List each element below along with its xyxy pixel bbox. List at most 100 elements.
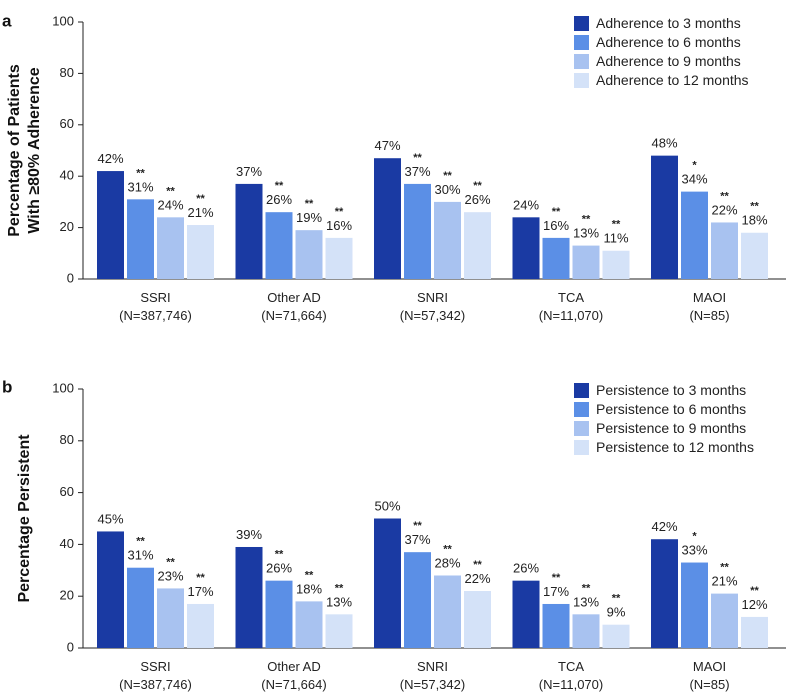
significance-marker: *	[692, 531, 697, 543]
bar-value-label: 37%	[404, 532, 430, 547]
bar-value-label: 31%	[127, 179, 153, 194]
bar	[404, 552, 431, 648]
bar	[157, 588, 184, 648]
significance-marker: **	[473, 559, 482, 571]
bar-value-label: 18%	[296, 581, 322, 596]
bar-value-label: 18%	[741, 213, 767, 228]
x-category-n-label: (N=11,070)	[539, 308, 603, 323]
bar-value-label: 13%	[573, 226, 599, 241]
legend-label: Persistence to 3 months	[596, 382, 746, 398]
legend-swatch	[574, 54, 589, 69]
bar-value-label: 21%	[711, 574, 737, 589]
bar	[127, 567, 154, 648]
bar-value-label: 22%	[464, 571, 490, 586]
y-axis-label: Percentage Persistent	[16, 434, 33, 603]
bar	[464, 591, 491, 648]
significance-marker: *	[692, 160, 697, 172]
legend-swatch	[574, 35, 589, 50]
bar	[374, 518, 401, 648]
bar	[265, 212, 293, 279]
bar	[711, 222, 738, 279]
legend-label: Persistence to 9 months	[596, 420, 746, 436]
panel-letter: b	[2, 377, 12, 396]
legend-swatch	[574, 383, 589, 398]
bar-value-label: 26%	[513, 561, 539, 576]
bar-value-label: 16%	[543, 218, 569, 233]
bar-value-label: 13%	[326, 594, 352, 609]
bar-value-label: 50%	[374, 499, 400, 514]
bar-value-label: 45%	[97, 511, 123, 526]
x-category-label: MAOI	[693, 659, 726, 674]
x-category-n-label: (N=85)	[689, 677, 729, 692]
bar-value-label: 19%	[296, 210, 322, 225]
bar	[434, 575, 461, 648]
y-tick-label: 100	[52, 13, 74, 28]
legend-label: Adherence to 3 months	[596, 15, 741, 31]
significance-marker: **	[305, 198, 314, 210]
significance-marker: **	[582, 214, 591, 226]
bar	[127, 199, 154, 279]
bar-value-label: 17%	[543, 584, 569, 599]
x-category-n-label: (N=11,070)	[539, 677, 603, 692]
bar-value-label: 12%	[741, 597, 767, 612]
bar	[711, 593, 738, 648]
significance-marker: **	[305, 569, 314, 581]
x-category-n-label: (N=57,342)	[400, 308, 465, 323]
bar-value-label: 39%	[236, 527, 262, 542]
x-category-label: Other AD	[267, 290, 320, 305]
bar	[681, 562, 708, 648]
bar	[374, 158, 401, 279]
significance-marker: **	[275, 549, 284, 561]
significance-marker: **	[750, 585, 759, 597]
bar	[651, 539, 678, 648]
bar	[325, 237, 353, 279]
bar	[464, 212, 491, 279]
significance-marker: **	[612, 219, 621, 231]
bar-value-label: 13%	[573, 594, 599, 609]
chart-panel-a: a Percentage of Patients With ≥80% Adheren…	[2, 11, 786, 323]
x-category-n-label: (N=71,664)	[261, 677, 326, 692]
bar	[97, 171, 124, 279]
significance-marker: **	[196, 572, 205, 584]
significance-marker: **	[335, 206, 344, 218]
x-category-n-label: (N=85)	[689, 308, 729, 323]
legend-swatch	[574, 73, 589, 88]
significance-marker: **	[413, 152, 422, 164]
bar	[235, 183, 263, 279]
bar-value-label: 9%	[607, 605, 626, 620]
bar-value-label: 30%	[434, 182, 460, 197]
legend-label: Adherence to 9 months	[596, 53, 741, 69]
legend-swatch	[574, 421, 589, 436]
bar-value-label: 47%	[374, 138, 400, 153]
panel-letter: a	[2, 11, 12, 30]
legend-label: Persistence to 6 months	[596, 401, 746, 417]
significance-marker: **	[166, 556, 175, 568]
y-tick-label: 100	[52, 380, 74, 395]
y-tick-label: 60	[60, 116, 74, 131]
significance-marker: **	[443, 543, 452, 555]
significance-marker: **	[196, 193, 205, 205]
significance-marker: **	[552, 206, 561, 218]
y-axis-label-line2: With ≥80% Adherence	[26, 67, 43, 233]
x-category-n-label: (N=57,342)	[400, 677, 465, 692]
bar	[651, 155, 678, 279]
y-tick-label: 80	[60, 65, 74, 80]
bar	[572, 245, 600, 279]
significance-marker: **	[335, 582, 344, 594]
bar	[295, 601, 323, 648]
bar	[681, 191, 708, 279]
bar	[404, 183, 431, 279]
bar	[572, 614, 600, 648]
bar-value-label: 26%	[266, 561, 292, 576]
bar-value-label: 28%	[434, 555, 460, 570]
y-tick-label: 0	[67, 639, 74, 654]
bar-value-label: 37%	[404, 164, 430, 179]
significance-marker: **	[720, 562, 729, 574]
y-tick-label: 20	[60, 588, 74, 603]
significance-marker: **	[582, 582, 591, 594]
bar	[97, 531, 124, 648]
bar	[542, 237, 570, 279]
bar-value-label: 26%	[266, 192, 292, 207]
bar-value-label: 48%	[651, 136, 677, 151]
